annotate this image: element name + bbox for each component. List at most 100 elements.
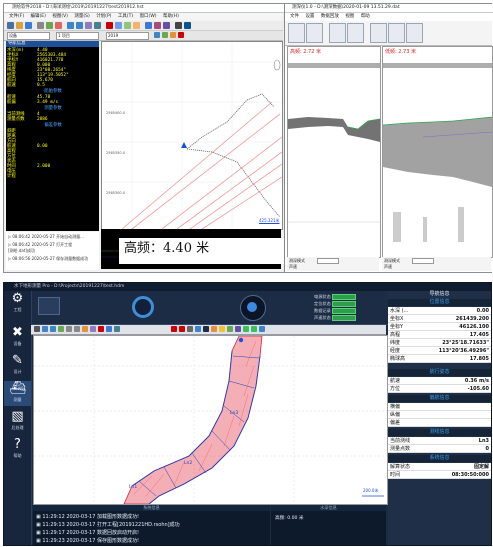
pause-icon[interactable] (170, 32, 176, 38)
gain-button[interactable] (370, 23, 387, 43)
nav-info-value: 17.405 (469, 332, 489, 338)
export-icon[interactable] (259, 326, 265, 332)
copy-icon[interactable] (187, 326, 193, 332)
grid-icon[interactable] (124, 22, 131, 29)
menu-survey[interactable]: 测量(S) (74, 14, 90, 19)
refresh-icon[interactable] (94, 22, 101, 29)
cut-icon[interactable] (37, 22, 44, 29)
measure-icon[interactable] (82, 326, 88, 332)
nav-info-key: 高程 (390, 332, 401, 338)
range-button[interactable] (388, 23, 405, 43)
info-value: 45.78 (37, 95, 51, 100)
zoom-button[interactable] (406, 23, 423, 43)
stop-button[interactable] (329, 23, 346, 43)
flag-icon[interactable] (227, 326, 233, 332)
nav-info-key: 横偏 (390, 404, 401, 410)
record-icon[interactable] (106, 22, 113, 29)
export-icon[interactable] (184, 22, 191, 29)
target-icon[interactable] (154, 22, 161, 29)
play-icon[interactable] (162, 32, 168, 38)
settings-icon[interactable] (163, 22, 170, 29)
info-row: 状态 (7, 159, 99, 164)
mark-button[interactable] (347, 23, 364, 43)
delete-icon[interactable] (98, 326, 104, 332)
line-icon[interactable] (106, 326, 112, 332)
year-select[interactable]: 2019 (106, 32, 149, 40)
nav-survey[interactable]: ⛴ 测量 (4, 381, 31, 406)
pan-icon[interactable] (85, 22, 92, 29)
nav-info-value: 17.805 (469, 356, 489, 362)
layer-icon[interactable] (133, 22, 140, 29)
undo-icon[interactable] (66, 326, 72, 332)
zoom-in-icon[interactable] (67, 22, 74, 29)
sounding-label: 高频: (275, 516, 286, 521)
select-icon[interactable] (34, 326, 40, 332)
map-canvas[interactable]: 2565400.0 2565350.0 2565300.0 (102, 42, 283, 230)
toolbar-selectors: 设备 1 项目 2019 (4, 31, 283, 41)
nav-info-row: 纵偏 (388, 411, 491, 419)
info-row: 高程 (7, 149, 99, 154)
stop-icon[interactable] (178, 32, 184, 38)
info-section-title: 船舶参数 (44, 89, 62, 94)
menu-help[interactable]: 帮助(H) (162, 14, 179, 19)
menu-file[interactable]: 文件(F) (9, 14, 25, 19)
info-key: 水深(m) (7, 48, 24, 53)
mode-field[interactable] (412, 258, 434, 264)
menu-bar: 文件 设置 数据回放 视图 帮助 (285, 13, 492, 20)
layer-icon[interactable] (90, 326, 96, 332)
link-icon[interactable] (251, 326, 257, 332)
ship-icon[interactable] (145, 22, 152, 29)
settings-icon[interactable] (235, 326, 241, 332)
nav-help[interactable]: ? 帮助 (4, 437, 31, 462)
nav-design[interactable]: ✎ 设计 (4, 353, 31, 378)
connect-button[interactable] (288, 23, 305, 43)
layers-icon[interactable] (203, 326, 209, 332)
ruler-icon[interactable] (115, 22, 122, 29)
redo-icon[interactable] (74, 326, 80, 332)
menu-tools[interactable]: 工具(T) (117, 14, 134, 19)
project-select[interactable]: 1 项目 (56, 32, 99, 40)
nav-info-value: 261439.200 (455, 316, 489, 322)
menu-window[interactable]: 窗口(W) (139, 14, 157, 19)
star-icon[interactable] (219, 326, 225, 332)
close-icon[interactable] (179, 326, 185, 332)
menu-view[interactable]: 视图(V) (52, 14, 68, 19)
open-icon[interactable] (16, 22, 23, 29)
nav-info-row: 坐标X 261439.200 (388, 315, 491, 323)
link-icon[interactable] (154, 32, 160, 38)
survey-map-view[interactable]: 2565400.0 2565350.0 2565300.0 (101, 41, 283, 230)
grid-icon[interactable] (195, 326, 201, 332)
zoom-out-icon[interactable] (76, 22, 83, 29)
device-select[interactable]: 设备 (7, 32, 50, 40)
zoom-in-icon[interactable] (42, 326, 48, 332)
survey-map-view[interactable]: Ln1 Ln2 Ln3 200.0米 (33, 335, 388, 505)
nav-device[interactable]: ✖ 设备 (4, 325, 31, 350)
delete-icon[interactable] (55, 22, 62, 29)
map-canvas[interactable]: Ln1 Ln2 Ln3 (34, 335, 387, 505)
zoom-out-icon[interactable] (50, 326, 56, 332)
nav-info-key: 时间 (390, 472, 401, 478)
menu-playback[interactable]: 数据回放 (320, 14, 339, 19)
mode-field[interactable] (317, 258, 339, 264)
menu-bar: 文件(F) 编辑(E) 视图(V) 测量(S) 计划(P) 工具(T) 窗口(W… (4, 13, 283, 20)
menu-help[interactable]: 帮助 (360, 14, 370, 19)
copy-icon[interactable] (46, 22, 53, 29)
log-line: ▷ 08:06:56 2020-05-27 保存测量数据成功 (8, 256, 89, 261)
menu-plan[interactable]: 计划(P) (96, 14, 112, 19)
record-button[interactable] (306, 23, 323, 43)
nav-project[interactable]: ⚙ 工程 (4, 291, 31, 316)
print-icon[interactable] (175, 22, 182, 29)
new-icon[interactable] (7, 22, 14, 29)
nav-postprocess[interactable]: ▧ 后处理 (4, 409, 31, 434)
track-icon[interactable] (211, 326, 217, 332)
clear-icon[interactable] (171, 326, 177, 332)
menu-edit[interactable]: 编辑(E) (30, 14, 46, 19)
check-icon[interactable] (243, 326, 249, 332)
low-freq-depth: 低频: 2.73 米 (385, 49, 416, 55)
save-icon[interactable] (25, 22, 32, 29)
menu-view[interactable]: 视图 (345, 14, 355, 19)
point-icon[interactable] (114, 326, 120, 332)
pan-icon[interactable] (58, 326, 64, 332)
menu-settings[interactable]: 设置 (305, 14, 315, 19)
menu-file[interactable]: 文件 (290, 14, 299, 19)
